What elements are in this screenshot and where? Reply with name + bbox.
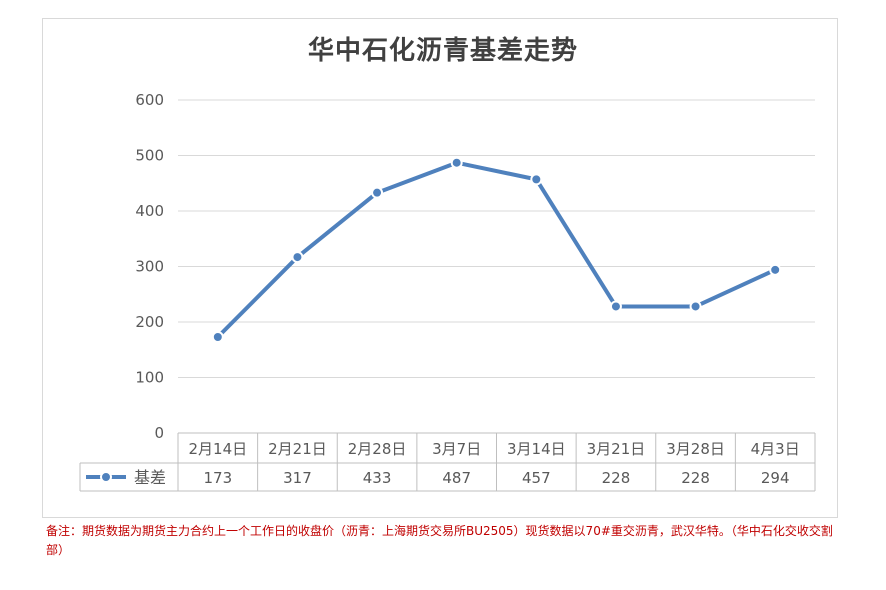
data-point: [450, 156, 463, 169]
footnote: 备注：期货数据为期货主力合约上一个工作日的收盘价（沥青：上海期货交易所BU250…: [46, 524, 833, 557]
y-tick-label: 100: [135, 369, 164, 387]
data-point: [371, 186, 384, 199]
chart-frame: [42, 18, 838, 518]
x-category-label: 2月21日: [268, 440, 327, 458]
table-value: 317: [283, 469, 312, 487]
y-tick-label: 600: [135, 91, 164, 109]
table-value: 173: [203, 469, 232, 487]
x-category-label: 3月7日: [432, 440, 481, 458]
series-line: [215, 160, 778, 339]
y-tick-label: 0: [154, 424, 164, 442]
x-category-label: 2月14日: [188, 440, 247, 458]
x-category-label: 2月28日: [348, 440, 407, 458]
data-point: [769, 263, 782, 276]
data-point: [291, 251, 304, 264]
y-tick-label: 400: [135, 202, 164, 220]
table-value: 487: [442, 469, 471, 487]
data-point: [689, 300, 702, 313]
table-value: 433: [363, 469, 392, 487]
y-tick-label: 500: [135, 147, 164, 165]
y-tick-label: 200: [135, 313, 164, 331]
table-value: 294: [761, 469, 790, 487]
data-point: [530, 173, 543, 186]
table-value: 228: [681, 469, 710, 487]
legend-label: 基差: [134, 468, 166, 487]
table-value: 228: [602, 469, 631, 487]
legend-marker: [100, 471, 112, 483]
x-category-label: 3月14日: [507, 440, 566, 458]
x-category-label: 4月3日: [751, 440, 800, 458]
data-point: [609, 300, 622, 313]
y-tick-label: 300: [135, 258, 164, 276]
x-category-label: 3月21日: [587, 440, 646, 458]
chart-title: 华中石化沥青基差走势: [307, 36, 578, 66]
table-value: 457: [522, 469, 551, 487]
data-point: [211, 330, 224, 343]
x-category-label: 3月28日: [666, 440, 725, 458]
